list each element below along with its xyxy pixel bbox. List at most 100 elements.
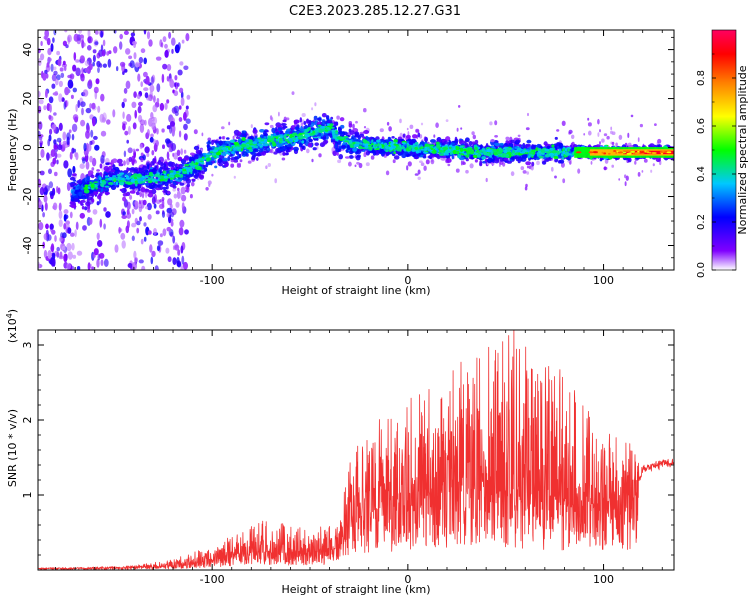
heatmap-ridge-blob: [336, 115, 340, 120]
heatmap-ridge-blob: [393, 155, 400, 160]
heatmap-ridge-core: [457, 154, 461, 159]
heatmap-scatter-blob: [133, 91, 137, 98]
heatmap-scatter-blob: [94, 41, 99, 45]
heatmap-ridge-blob: [490, 139, 495, 143]
heatmap-scatter-blob: [180, 186, 186, 195]
heatmap-scatter-blob: [47, 138, 51, 147]
heatmap-scatter-blob: [42, 212, 45, 218]
heatmap-ridge-core: [517, 150, 522, 152]
heatmap-scatter-blob: [58, 237, 63, 242]
heatmap-scatter-blob: [119, 41, 123, 50]
heatmap-scatter-blob: [145, 75, 150, 85]
heatmap-ridge-core: [228, 146, 231, 151]
heatmap-ridge-core: [182, 170, 187, 174]
heatmap-ridge-core: [241, 137, 246, 141]
heatmap-ridge-blob: [169, 183, 176, 188]
heatmap-scatter-blob: [173, 193, 178, 199]
heatmap-scatter-blob: [47, 234, 52, 241]
snr-x-tick-label: 0: [404, 573, 411, 586]
heatmap-faint-dot: [406, 165, 409, 171]
heatmap-ridge-blob: [193, 154, 199, 160]
heatmap-ridge-blob: [209, 161, 213, 165]
heatmap-scatter-blob: [72, 114, 79, 121]
heatmap-ridge-core: [544, 148, 550, 152]
heatmap-scatter-blob: [53, 66, 57, 71]
heatmap-ridge-blob: [308, 119, 312, 126]
heatmap-scatter-blob: [61, 63, 68, 68]
heatmap-ridge-blob: [91, 198, 95, 203]
heatmap-scatter-blob: [64, 86, 70, 96]
heatmap-faint-dot: [385, 170, 390, 176]
heatmap-ridge-blob: [259, 134, 264, 139]
heatmap-scatter-blob: [38, 90, 41, 98]
heatmap-scatter-blob: [166, 151, 170, 160]
heatmap-ridge-core: [401, 142, 406, 145]
heatmap-ridge-core: [104, 175, 109, 178]
heatmap-scatter-blob: [138, 101, 143, 107]
heatmap-faint-dot: [571, 134, 575, 139]
heatmap-faint-dot: [274, 178, 278, 184]
heatmap-faint-dot: [265, 165, 268, 169]
heatmap-scatter-blob: [146, 31, 151, 40]
heatmap-scatter-blob: [46, 62, 50, 68]
heatmap-faint-dot: [469, 163, 474, 169]
heatmap-ridge-blob: [153, 170, 157, 175]
heatmap-ridge-blob: [70, 196, 75, 202]
heatmap-scatter-blob: [75, 152, 79, 161]
heatmap-scatter-blob: [185, 105, 189, 110]
heatmap-scatter-blob: [152, 104, 158, 113]
heatmap-ridge-blob: [525, 161, 532, 166]
heatmap-ridge-blob: [69, 201, 75, 205]
heatmap-ridge-blob: [339, 117, 345, 122]
heatmap-scatter-blob: [75, 221, 79, 230]
heatmap-ridge-blob: [255, 138, 260, 143]
heatmap-scatter-blob: [88, 79, 93, 87]
heatmap-scatter-blob: [44, 185, 50, 192]
colorbar-tick-label: 0.0: [696, 262, 707, 278]
heatmap-ridge-blob: [465, 158, 469, 162]
heatmap-scatter-blob: [63, 214, 67, 222]
heatmap-faint-dot: [140, 152, 144, 157]
heatmap-faint-dot: [392, 159, 396, 164]
heatmap-scatter-blob: [103, 207, 107, 212]
heatmap-scatter-blob: [149, 84, 155, 93]
heatmap-ridge-blob: [86, 193, 90, 198]
heatmap-faint-dot: [250, 124, 253, 129]
heatmap-scatter-blob: [140, 81, 143, 88]
heatmap-x-ticks: -100 0 100: [55, 30, 663, 287]
heatmap-ridge-core: [257, 137, 262, 140]
heatmap-faint-dot: [363, 108, 367, 113]
heatmap-faint-dot: [577, 168, 581, 174]
heatmap-ridge-core: [503, 149, 508, 154]
heatmap-scatter-blob: [131, 235, 135, 242]
heatmap-faint-dot: [458, 105, 461, 108]
heatmap-faint-dot: [228, 121, 231, 126]
heatmap-ridge-blob: [510, 156, 515, 160]
heatmap-ridge-blob: [108, 172, 112, 177]
heatmap-faint-dot: [281, 157, 286, 161]
heatmap-ridge-blob: [464, 139, 467, 145]
heatmap-scatter-blob: [124, 130, 129, 136]
heatmap-scatter-blob: [157, 240, 164, 246]
heatmap-scatter-blob: [79, 212, 86, 219]
heatmap-ridge-core: [248, 141, 253, 144]
heatmap-scatter-blob: [180, 91, 184, 99]
heatmap-ridge-blob: [93, 178, 99, 182]
heatmap-ridge-core: [310, 129, 313, 133]
heatmap-ridge-blob: [332, 150, 337, 156]
heatmap-scatter-blob: [132, 261, 137, 270]
heatmap-ridge-blob: [189, 156, 195, 162]
heatmap-ridge-core: [262, 143, 268, 147]
snr-y-exponent-power: 4: [5, 313, 14, 318]
heatmap-frame: [37, 29, 675, 271]
heatmap-peak-blob: [645, 150, 649, 153]
heatmap-ridge-blob: [522, 142, 526, 149]
heatmap-scatter-blob: [136, 227, 140, 234]
heatmap-ridge-blob: [300, 126, 303, 131]
heatmap-scatter-blob: [38, 222, 44, 231]
heatmap-ridge-core: [212, 149, 218, 153]
heatmap-ridge-blob: [264, 146, 267, 151]
heatmap-ridge-core: [456, 150, 460, 155]
heatmap-ridge-core: [271, 141, 276, 145]
heatmap-ridge-blob: [313, 115, 318, 121]
